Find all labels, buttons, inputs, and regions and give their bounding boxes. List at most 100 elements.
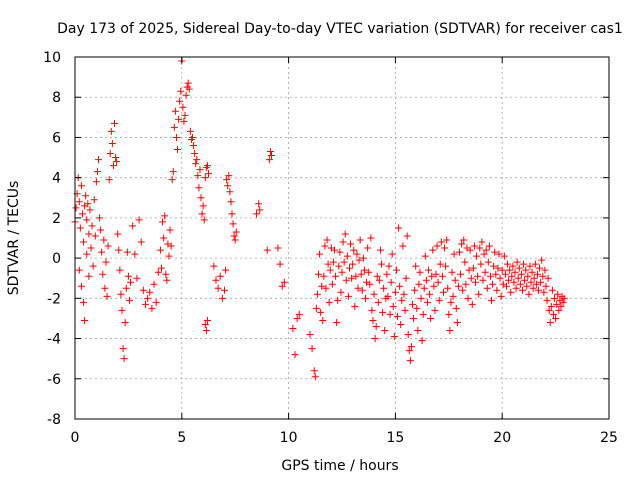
data-point-marker bbox=[185, 85, 193, 93]
data-point-marker bbox=[489, 280, 497, 288]
data-point-marker bbox=[98, 248, 106, 256]
data-point-marker bbox=[490, 262, 498, 270]
data-point-marker bbox=[365, 268, 373, 276]
data-point-marker bbox=[496, 274, 504, 282]
data-point-marker bbox=[506, 266, 514, 274]
data-point-marker bbox=[455, 248, 463, 256]
data-point-marker bbox=[200, 216, 208, 224]
data-point-marker bbox=[413, 304, 421, 312]
data-point-marker bbox=[520, 260, 528, 268]
data-point-marker bbox=[509, 262, 517, 270]
data-point-marker bbox=[316, 250, 324, 258]
data-point-marker bbox=[218, 294, 226, 302]
data-point-marker bbox=[293, 314, 301, 322]
data-point-marker bbox=[559, 298, 567, 306]
data-point-marker bbox=[549, 310, 557, 318]
data-point-marker bbox=[280, 278, 288, 286]
data-point-marker bbox=[105, 176, 113, 184]
data-point-marker bbox=[524, 272, 532, 280]
data-point-marker bbox=[425, 266, 433, 274]
data-point-marker bbox=[123, 248, 131, 256]
data-point-marker bbox=[83, 250, 91, 258]
data-point-marker bbox=[329, 258, 337, 266]
data-point-marker bbox=[469, 264, 477, 272]
data-point-marker bbox=[523, 282, 531, 290]
data-point-marker bbox=[76, 224, 84, 232]
data-point-marker bbox=[100, 236, 108, 244]
data-point-marker bbox=[341, 230, 349, 238]
data-point-marker bbox=[231, 236, 239, 244]
data-point-marker bbox=[548, 286, 556, 294]
data-point-marker bbox=[427, 314, 435, 322]
data-point-marker bbox=[366, 280, 374, 288]
data-point-marker bbox=[368, 306, 376, 314]
data-point-marker bbox=[540, 288, 548, 296]
data-point-marker bbox=[445, 310, 453, 318]
data-point-marker bbox=[224, 182, 232, 190]
data-point-marker bbox=[480, 250, 488, 258]
data-point-marker bbox=[379, 308, 387, 316]
data-point-marker bbox=[488, 296, 496, 304]
data-point-marker bbox=[114, 230, 122, 238]
data-point-marker bbox=[89, 262, 97, 270]
data-point-marker bbox=[226, 188, 234, 196]
data-point-marker bbox=[541, 266, 549, 274]
data-point-marker bbox=[331, 246, 339, 254]
x-tick-label: 15 bbox=[386, 430, 404, 446]
data-point-marker bbox=[495, 250, 503, 258]
data-point-marker bbox=[82, 192, 90, 200]
y-tick-label: 6 bbox=[52, 130, 61, 146]
data-point-marker bbox=[475, 290, 483, 298]
data-point-marker bbox=[348, 274, 356, 282]
axis-ticks bbox=[74, 56, 610, 420]
data-point-marker bbox=[357, 270, 365, 278]
data-point-marker bbox=[112, 154, 120, 162]
data-point-marker bbox=[512, 284, 520, 292]
data-point-marker bbox=[537, 278, 545, 286]
data-point-marker bbox=[360, 266, 368, 274]
data-point-marker bbox=[467, 274, 475, 282]
data-point-marker bbox=[92, 178, 100, 186]
data-point-marker bbox=[538, 256, 546, 264]
data-point-marker bbox=[180, 117, 188, 125]
data-point-marker bbox=[342, 276, 350, 284]
data-point-marker bbox=[418, 337, 426, 345]
data-point-marker bbox=[119, 345, 127, 353]
data-point-marker bbox=[212, 276, 220, 284]
y-tick-label: 10 bbox=[43, 50, 61, 66]
data-point-marker bbox=[194, 172, 202, 180]
data-point-marker bbox=[543, 296, 551, 304]
x-tick-label: 25 bbox=[600, 430, 618, 446]
data-point-marker bbox=[311, 373, 319, 381]
y-tick-labels: -8 -6 -4 -2 0 2 4 6 8 10 bbox=[43, 50, 61, 428]
data-point-marker bbox=[75, 198, 83, 206]
data-point-marker bbox=[255, 200, 263, 208]
data-point-marker bbox=[423, 298, 431, 306]
data-point-marker bbox=[193, 156, 201, 164]
data-point-marker bbox=[371, 335, 379, 343]
data-point-marker bbox=[116, 266, 124, 274]
data-point-marker bbox=[518, 286, 526, 294]
data-point-marker bbox=[197, 194, 205, 202]
data-point-marker bbox=[527, 278, 535, 286]
data-point-marker bbox=[464, 294, 472, 302]
data-point-marker bbox=[553, 300, 561, 308]
data-point-marker bbox=[111, 119, 119, 127]
data-point-marker bbox=[482, 246, 490, 254]
data-point-marker bbox=[278, 282, 286, 290]
data-point-marker bbox=[466, 246, 474, 254]
data-point-marker bbox=[438, 272, 446, 280]
data-point-marker bbox=[353, 250, 361, 258]
data-point-marker bbox=[102, 258, 110, 266]
data-point-marker bbox=[450, 250, 458, 258]
data-point-marker bbox=[97, 226, 105, 234]
data-point-marker bbox=[161, 212, 169, 220]
data-point-marker bbox=[77, 282, 85, 290]
data-point-marker bbox=[174, 146, 182, 154]
data-point-marker bbox=[350, 246, 358, 254]
data-point-marker bbox=[397, 320, 405, 328]
data-point-marker bbox=[107, 127, 115, 135]
data-point-marker bbox=[432, 270, 440, 278]
data-point-marker bbox=[447, 298, 455, 306]
data-point-marker bbox=[99, 270, 107, 278]
